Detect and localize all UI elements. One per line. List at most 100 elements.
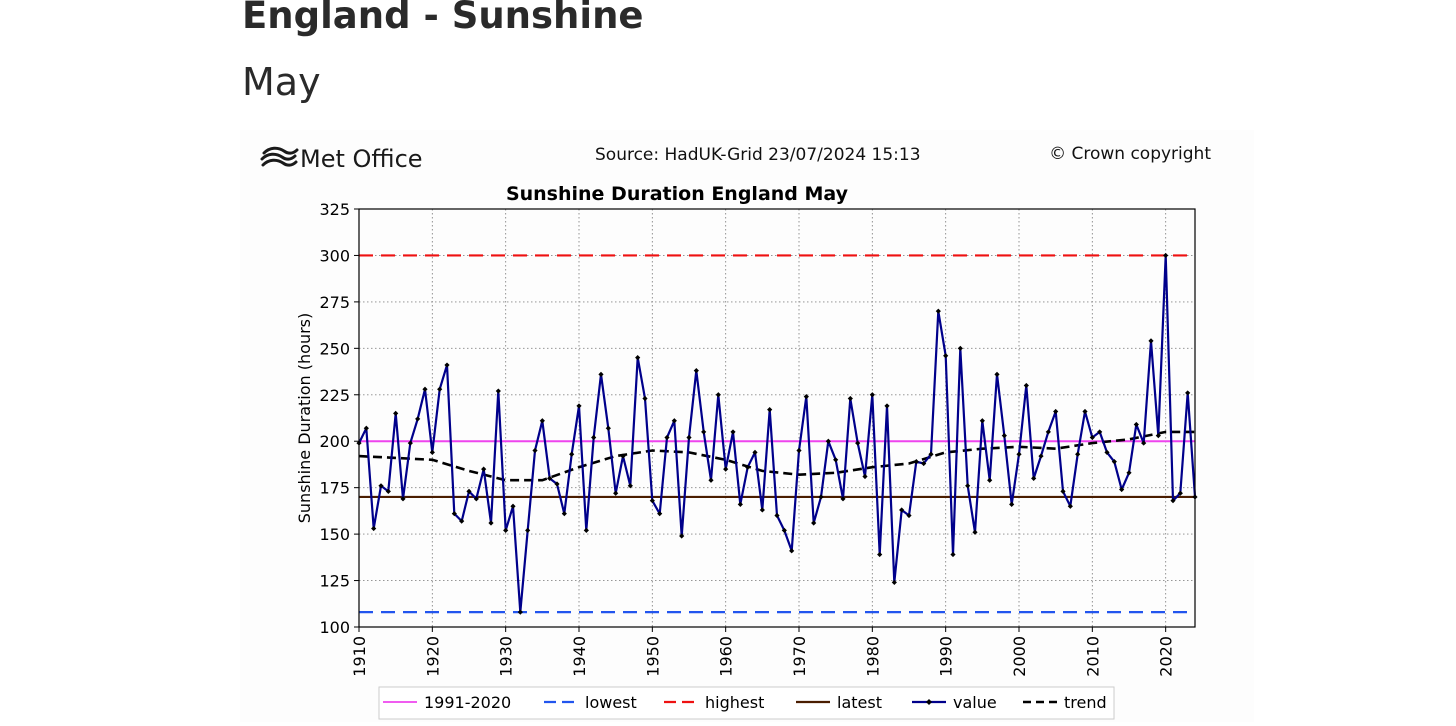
value-point [737,501,743,507]
value-point [1089,434,1095,441]
value-point [1170,498,1176,504]
value-point [400,496,406,502]
y-tick-label: 125 [319,572,350,591]
value-point [1001,433,1007,439]
value-point [635,355,641,361]
value-point [1016,451,1022,457]
value-point [649,498,655,504]
value-point [547,475,553,481]
sunshine-chart: Met Office Source: HadUK-Grid 23/07/2024… [260,144,1211,720]
value-point [891,579,897,586]
value-point [759,507,765,513]
value-point [1177,490,1183,496]
value-point [422,386,428,392]
value-point [1075,451,1081,457]
value-point [627,483,633,489]
y-tick-label: 275 [319,293,350,312]
grid-lines [358,208,1195,628]
trend-line [358,430,1195,482]
value-point [994,371,1000,377]
x-tick-label: 2020 [1157,636,1176,677]
value-point [554,481,560,487]
y-tick-label: 100 [319,618,350,637]
value-point [1097,429,1103,435]
value-point [950,551,956,558]
value-point [730,429,736,435]
y-tick-label: 250 [319,339,350,358]
value-point [1038,453,1044,459]
x-tick-label: 1930 [497,636,516,677]
legend-label: highest [705,693,764,712]
x-tick-label: 1910 [350,636,369,677]
value-point [833,457,839,463]
value-point [459,518,465,524]
value-point [1148,338,1154,344]
value-point [517,609,523,615]
x-tick-label: 1960 [717,636,736,677]
copyright-text: © Crown copyright [1049,144,1211,164]
y-tick-label: 175 [319,479,350,498]
page-subtitle: May [242,60,321,104]
value-point [598,371,604,377]
value-point [591,434,597,441]
value-point [1031,475,1037,481]
value-point [987,477,993,483]
series-layer [356,252,1198,615]
value-point [510,503,516,509]
value-point [1082,408,1088,415]
value-point [781,527,787,533]
value-point [928,451,934,457]
value-point [539,418,545,424]
value-point [1185,390,1191,396]
x-tick-label: 1980 [863,636,882,677]
value-point [965,483,971,489]
value-point [972,529,978,535]
value-point [818,494,824,500]
value-point [767,407,773,413]
value-point [701,429,707,435]
value-point [847,395,853,402]
value-point [393,410,399,416]
legend-box [378,686,1115,720]
value-point [789,548,795,554]
value-point [569,451,575,457]
legend: 1991-2020 lowest highest latest value trend [378,686,1115,720]
value-point [466,488,472,494]
value-point [583,527,589,533]
met-office-logo: Met Office [260,145,423,173]
value-point [415,416,421,422]
value-point [437,386,443,392]
chart-figure: Met Office Source: HadUK-Grid 23/07/2024… [240,130,1254,722]
value-point [664,434,670,441]
value-point [752,449,758,455]
y-tick-label: 200 [319,432,350,451]
value-point [745,464,751,470]
value-point [525,527,531,533]
reference-lines [359,254,1195,614]
value-point [1009,501,1015,507]
legend-marker [926,699,932,705]
value-point [1155,433,1161,439]
value-point [811,520,817,526]
value-point [803,394,809,400]
legend-label: latest [837,693,882,712]
met-office-waves-icon [260,146,299,167]
value-point [1163,252,1169,259]
value-point [715,392,721,398]
y-tick-label: 325 [319,200,350,219]
page-title: England - Sunshine [242,0,644,37]
value-point [884,403,890,409]
value-point [877,551,883,558]
x-axis-ticks: 1910 1920 1930 1940 1950 1960 1970 1980 1990 2000… [350,627,1176,677]
y-tick-label: 150 [319,525,350,544]
value-point [1119,486,1125,493]
value-point [488,520,494,526]
value-point [671,418,677,424]
value-point [1045,429,1051,435]
y-tick-label: 300 [319,246,350,265]
value-point [935,308,941,314]
legend-label: value [953,693,997,712]
value-point [899,507,905,513]
chart-title: Sunshine Duration England May [506,183,849,205]
legend-label: trend [1064,693,1107,712]
